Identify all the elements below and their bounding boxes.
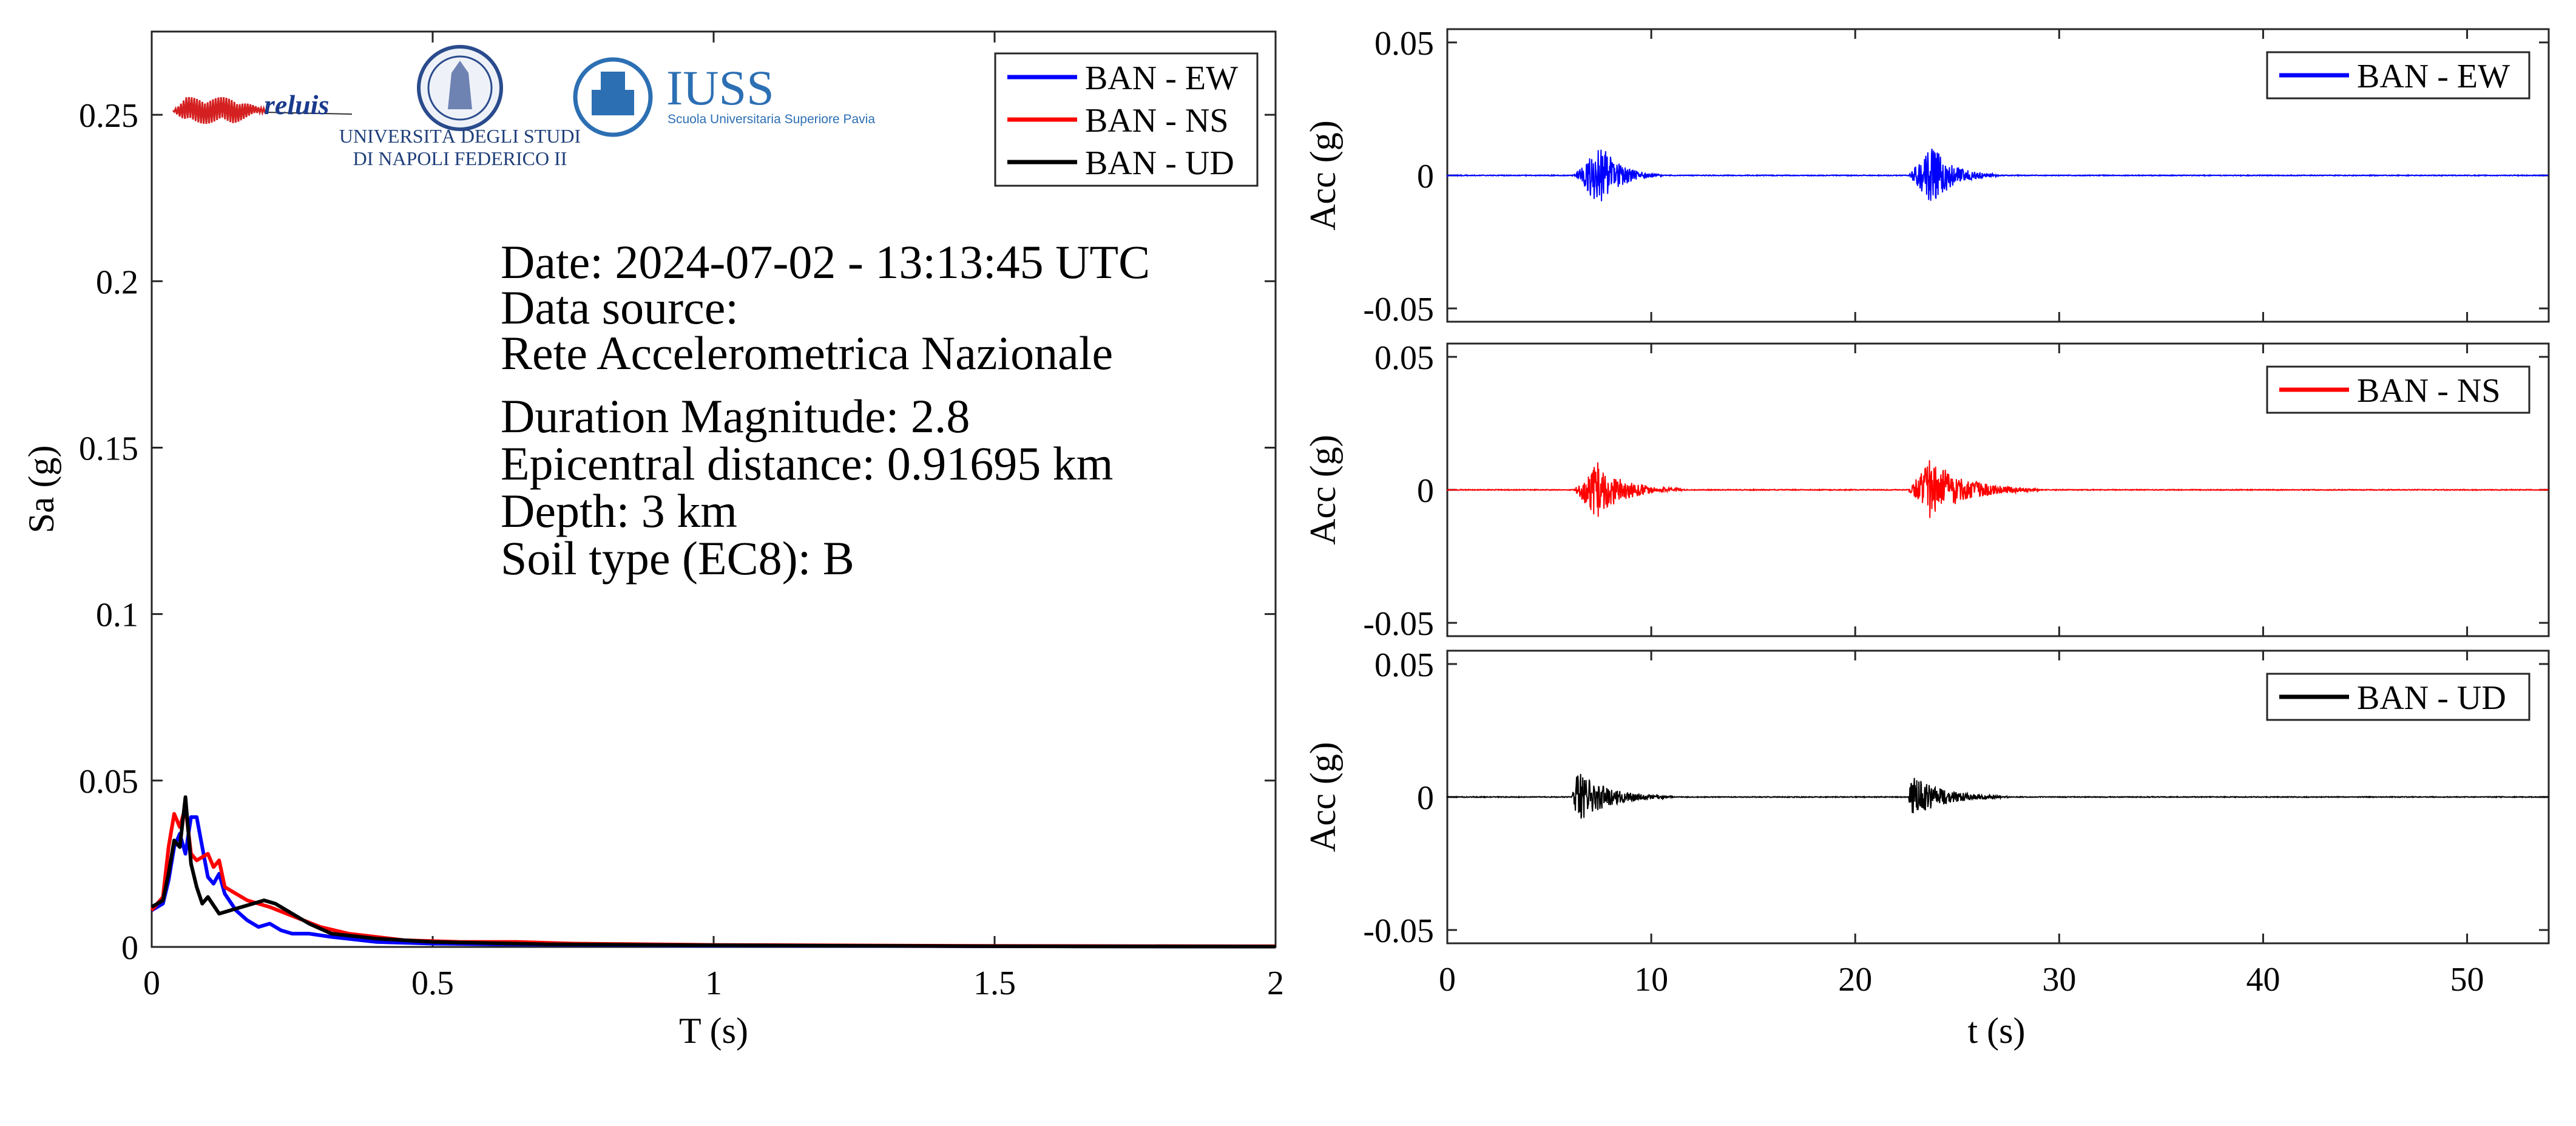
reluis-wave-tail — [266, 112, 353, 115]
spectrum-series — [150, 795, 1276, 949]
time-history-xtick-label: 20 — [1838, 961, 1872, 999]
info-soil: Soil type (EC8): B — [501, 532, 854, 585]
info-distance: Epicentral distance: 0.91695 km — [501, 437, 1113, 490]
reluis-logo: reluis — [172, 89, 353, 124]
spectrum-panel: 0 0.5 1 1.5 2 0 0.05 0.1 0.15 0.2 0.25 T (s) Sa (g… — [21, 30, 1284, 1051]
spectrum-xtick-label: 1.5 — [973, 965, 1016, 1002]
time-history-ew-series — [1447, 149, 2549, 202]
iuss-emblem-roof — [601, 72, 625, 90]
time-history-xtick-label: 30 — [2042, 961, 2076, 999]
spectrum-ytick-label: 0 — [121, 929, 138, 967]
iuss-logo: IUSS Scuola Universitaria Superiore Pavi… — [573, 57, 875, 137]
spectrum-xtick-label: 1 — [705, 965, 722, 1002]
spectrum-series-ud — [150, 795, 1276, 949]
time-history-ytick-label: -0.05 — [1363, 912, 1434, 950]
legend-ew-label: BAN - EW — [1085, 59, 1238, 97]
time-history-ytick-label: 0 — [1417, 779, 1434, 817]
unina-name-line1: UNIVERSITÀ DEGLI STUDI — [339, 125, 581, 147]
time-history-ytick-label: 0 — [1417, 472, 1434, 510]
spectrum-legend: BAN - EW BAN - NS BAN - UD — [994, 52, 1259, 187]
iuss-subtitle: Scuola Universitaria Superiore Pavia — [668, 112, 875, 126]
time-history-ylabel: Acc (g) — [1303, 120, 1343, 231]
time-history-ytick-label: 0.05 — [1374, 25, 1434, 63]
time-history-ns-series — [1447, 460, 2549, 518]
info-source-label: Data source: — [501, 281, 739, 334]
time-history-ylabel: Acc (g) — [1303, 742, 1343, 852]
spectrum-ytick-label: 0.05 — [79, 763, 138, 801]
info-depth: Depth: 3 km — [501, 484, 737, 537]
legend-ns-label: BAN - NS — [1085, 102, 1228, 140]
iuss-title: IUSS — [666, 60, 774, 115]
time-history-ytick-label: 0 — [1417, 158, 1434, 195]
spectrum-ylabel: Sa (g) — [21, 446, 61, 534]
time-history-xlabel: t (s) — [1968, 1011, 2026, 1051]
spectrum-xtick-label: 0.5 — [411, 965, 454, 1002]
reluis-logo-text: reluis — [264, 89, 329, 120]
spectrum-ytick-label: 0.15 — [79, 430, 138, 467]
time-history-xtick-label: 10 — [1634, 961, 1668, 999]
time-history-ew: -0.05 0 0.05 Acc (g) BAN - EW — [1303, 25, 2550, 328]
legend-ud-label: BAN - UD — [1085, 144, 1234, 182]
unina-seal-figure — [448, 61, 472, 109]
time-history-ytick-label: -0.05 — [1363, 605, 1434, 643]
unina-seal-inner — [427, 55, 493, 121]
spectrum-xtick-label: 0 — [143, 965, 160, 1002]
iuss-emblem-building — [592, 90, 634, 115]
time-history-xtick-label: 40 — [2246, 961, 2280, 999]
time-history-ns: -0.05 0 0.05 Acc (g) BAN - NS — [1303, 339, 2550, 643]
spectrum-ticks: 0 0.5 1 1.5 2 0 0.05 0.1 0.15 0.2 0.25 — [79, 32, 1284, 1002]
time-history-legend-label: BAN - EW — [2357, 58, 2510, 95]
time-history-xtick-label: 50 — [2450, 961, 2484, 999]
unina-logo: UNIVERSITÀ DEGLI STUDI DI NAPOLI FEDERIC… — [339, 45, 581, 169]
unina-name-line2: DI NAPOLI FEDERICO II — [353, 148, 567, 169]
info-magnitude: Duration Magnitude: 2.8 — [501, 390, 970, 443]
time-history-ylabel: Acc (g) — [1303, 435, 1343, 545]
time-history-legend-label: BAN - UD — [2357, 679, 2506, 717]
time-history-xtick-label: 0 — [1439, 961, 1456, 999]
spectrum-ytick-label: 0.2 — [96, 263, 138, 301]
time-history-ud-series — [1447, 774, 2549, 819]
time-history-ytick-label: 0.05 — [1374, 646, 1434, 684]
spectrum-xlabel: T (s) — [679, 1011, 748, 1051]
reluis-wave-mark — [172, 97, 266, 124]
event-info: Date: 2024-07-02 - 13:13:45 UTC Data sou… — [501, 236, 1150, 585]
info-source-value: Rete Accelerometrica Nazionale — [501, 327, 1113, 379]
spectrum-ytick-label: 0.1 — [96, 597, 138, 634]
spectrum-ytick-label: 0.25 — [79, 97, 138, 135]
time-history-legend-label: BAN - NS — [2357, 372, 2500, 410]
info-date: Date: 2024-07-02 - 13:13:45 UTC — [501, 236, 1150, 288]
time-history-ytick-label: 0.05 — [1374, 339, 1434, 377]
time-history-ytick-label: -0.05 — [1363, 291, 1434, 328]
spectrum-xtick-label: 2 — [1267, 965, 1284, 1002]
